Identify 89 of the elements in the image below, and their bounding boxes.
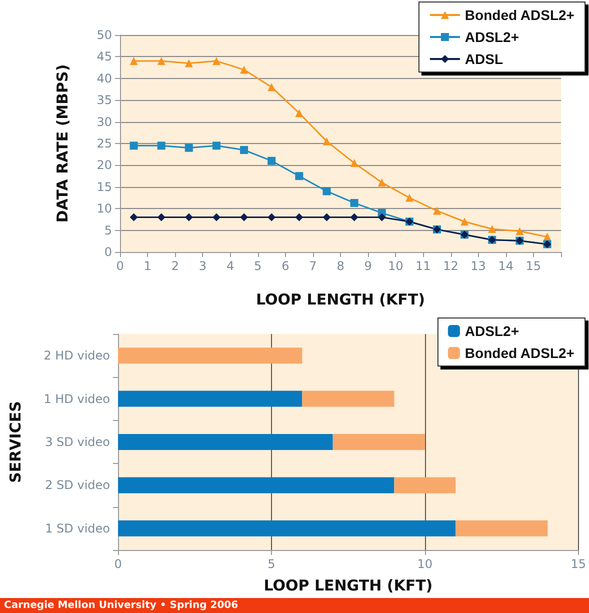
x-tick-label: 9 bbox=[364, 259, 372, 273]
point bbox=[130, 142, 138, 150]
legend-label: ADSL bbox=[464, 51, 504, 67]
y-tick-label: 1 HD video bbox=[44, 392, 110, 406]
point bbox=[405, 194, 414, 202]
y-axis-title: DATA RATE (MBPS) bbox=[54, 64, 72, 223]
x-tick-label: 7 bbox=[309, 259, 317, 273]
bar bbox=[118, 477, 394, 494]
point bbox=[240, 66, 248, 74]
point bbox=[212, 142, 220, 150]
point bbox=[157, 142, 166, 150]
x-axis-title: LOOP LENGTH (KFT) bbox=[256, 290, 425, 308]
x-tick-label: 15 bbox=[526, 259, 542, 273]
point bbox=[240, 213, 248, 222]
x-tick-label: 2 bbox=[171, 259, 179, 273]
y-tick-label: 2 SD video bbox=[45, 478, 110, 492]
bar bbox=[456, 520, 548, 536]
point bbox=[268, 156, 276, 165]
x-tick-label: 6 bbox=[282, 259, 290, 273]
x-axis-title: LOOP LENGTH (KFT) bbox=[264, 576, 433, 594]
bar bbox=[118, 434, 333, 450]
y-tick-label: 20 bbox=[96, 158, 112, 172]
point bbox=[184, 213, 193, 222]
y-tick-label: 1 SD video bbox=[45, 521, 110, 536]
point bbox=[240, 146, 248, 154]
point bbox=[322, 187, 331, 196]
bar bbox=[118, 390, 302, 407]
x-tick-label: 10 bbox=[388, 259, 404, 273]
y-axis-title: SERVICES bbox=[6, 401, 24, 483]
x-tick-label: 3 bbox=[198, 259, 207, 273]
point bbox=[130, 213, 138, 222]
y-tick-label: 10 bbox=[96, 202, 112, 216]
legend-label: ADSL2+ bbox=[464, 323, 520, 339]
y-tick-label: 15 bbox=[96, 180, 112, 194]
point bbox=[460, 218, 469, 226]
point bbox=[268, 83, 276, 92]
x-tick-label: 0 bbox=[114, 557, 122, 571]
point bbox=[184, 59, 193, 68]
y-tick-label: 50 bbox=[96, 28, 112, 42]
point bbox=[184, 144, 193, 152]
legend-label: Bonded ADSL2+ bbox=[464, 345, 574, 361]
legend-label: ADSL2+ bbox=[464, 29, 520, 45]
bar bbox=[118, 520, 456, 536]
point bbox=[322, 213, 331, 222]
x-tick-label: 15 bbox=[570, 557, 586, 571]
point bbox=[378, 178, 386, 187]
point bbox=[350, 198, 358, 207]
y-tick-label: 45 bbox=[96, 50, 112, 64]
point bbox=[322, 137, 331, 146]
x-tick-label: 12 bbox=[443, 259, 458, 273]
point bbox=[295, 172, 304, 180]
point bbox=[212, 57, 220, 66]
point bbox=[157, 57, 166, 66]
point bbox=[295, 109, 304, 118]
point bbox=[295, 213, 304, 222]
point bbox=[157, 213, 166, 222]
x-tick-label: 4 bbox=[226, 259, 234, 273]
point bbox=[350, 159, 358, 168]
y-tick-label: 2 HD video bbox=[44, 348, 110, 363]
y-tick-label: 5 bbox=[104, 223, 112, 238]
x-tick-label: 8 bbox=[336, 259, 344, 273]
bar bbox=[394, 477, 456, 494]
x-tick-label: 13 bbox=[470, 259, 486, 273]
y-tick-label: 30 bbox=[96, 114, 112, 129]
bar bbox=[332, 434, 425, 450]
y-tick-label: 40 bbox=[96, 71, 112, 86]
x-tick-label: 1 bbox=[144, 259, 152, 273]
x-tick-label: 11 bbox=[416, 259, 431, 273]
x-tick-label: 5 bbox=[254, 259, 262, 273]
point bbox=[432, 206, 441, 215]
x-tick-label: 10 bbox=[417, 557, 433, 571]
y-tick-label: 35 bbox=[96, 93, 112, 108]
point bbox=[516, 227, 524, 236]
y-tick-label: 3 SD video bbox=[45, 435, 110, 449]
point bbox=[378, 213, 386, 222]
x-tick-label: 5 bbox=[268, 557, 276, 571]
x-tick-label: 0 bbox=[116, 259, 124, 273]
bar bbox=[118, 348, 302, 364]
text: Carnegie Mellon University • Spring 2006 bbox=[0, 598, 589, 613]
point bbox=[130, 57, 138, 66]
point bbox=[488, 225, 496, 233]
point bbox=[268, 213, 276, 222]
x-tick-label: 14 bbox=[498, 259, 514, 273]
point bbox=[212, 213, 220, 222]
y-tick-label: 0 bbox=[104, 245, 112, 259]
bar bbox=[302, 390, 394, 407]
legend-label: Bonded ADSL2+ bbox=[464, 7, 574, 23]
point bbox=[350, 213, 358, 222]
y-tick-label: 25 bbox=[96, 136, 112, 150]
